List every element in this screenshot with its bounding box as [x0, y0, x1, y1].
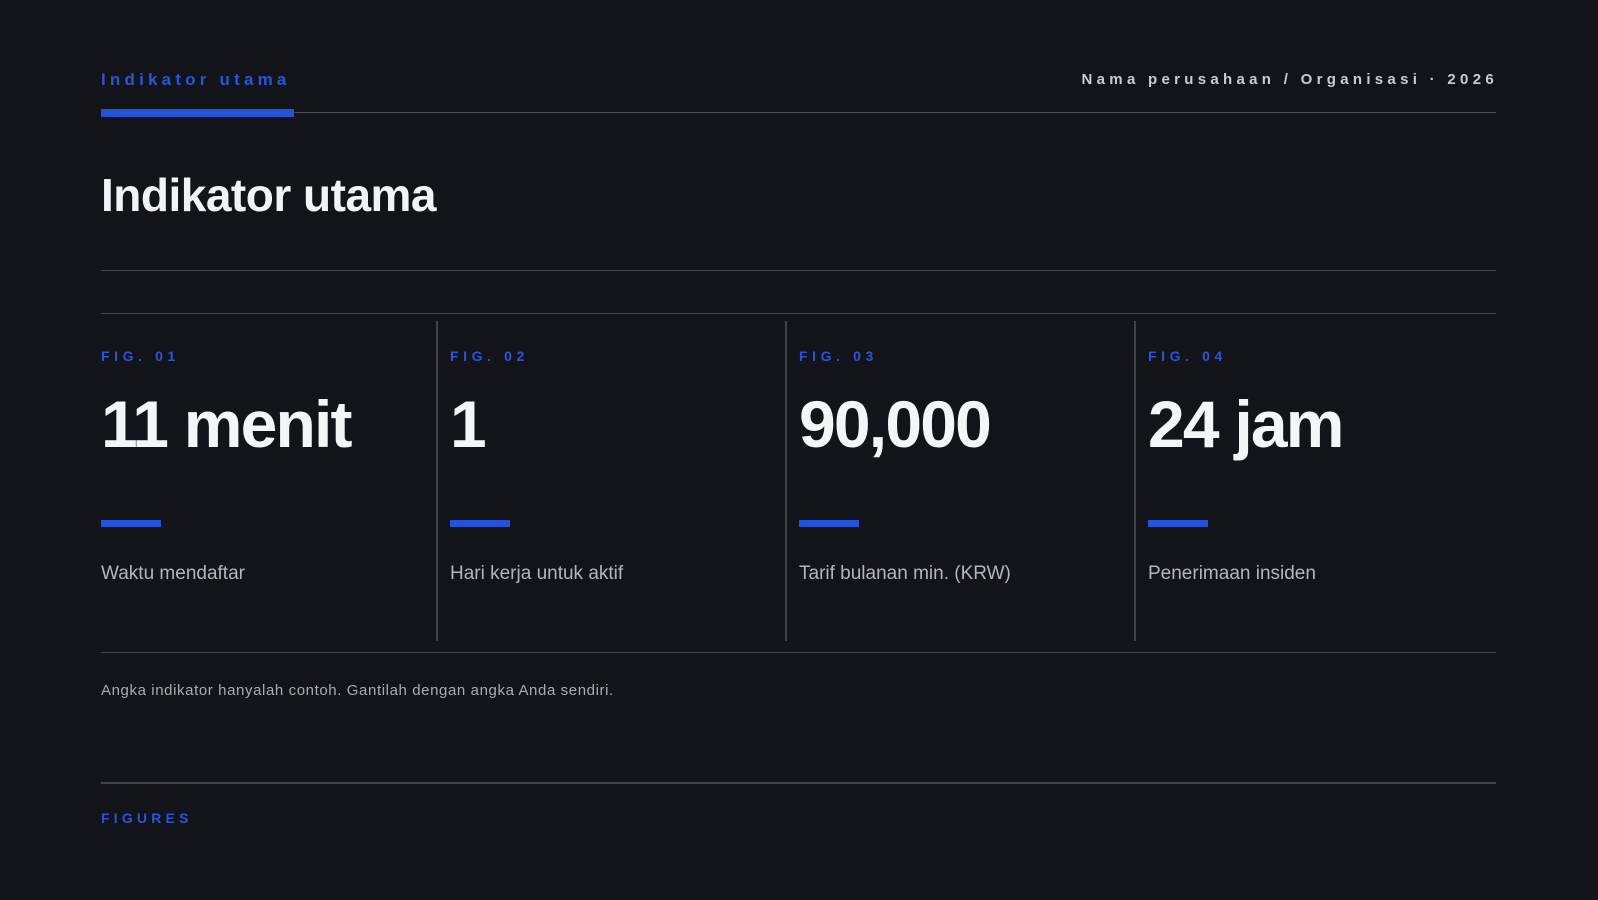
metric-label: Hari kerja untuk aktif: [450, 563, 624, 584]
metric-label: Tarif bulanan min. (KRW): [799, 563, 1011, 584]
metric-value: 24 jam: [1148, 387, 1344, 461]
metric-fig-label: FIG. 03: [799, 348, 878, 364]
header-accent-bar: [101, 109, 294, 117]
metric-card: FIG. 03 90,000 Tarif bulanan min. (KRW): [785, 321, 1134, 641]
metric-label: Waktu mendaftar: [101, 563, 245, 584]
metric-label: Penerimaan insiden: [1148, 563, 1316, 584]
metric-card: FIG. 02 1 Hari kerja untuk aktif: [436, 321, 785, 641]
metric-fig-label: FIG. 02: [450, 348, 529, 364]
header-kicker: Indikator utama: [101, 70, 291, 89]
metric-value: 11 menit: [101, 387, 353, 461]
header-organization: Nama perusahaan / Organisasi · 2026: [1081, 71, 1498, 88]
metrics-grid: FIG. 01 11 menit Waktu mendaftar FIG. 02…: [101, 321, 1496, 641]
footer-section-label: FIGURES: [101, 810, 193, 826]
footnote: Angka indikator hanyalah contoh. Gantila…: [101, 682, 614, 699]
footer-divider: [101, 782, 1496, 784]
metrics-top-divider: [101, 313, 1496, 314]
metric-card: FIG. 01 11 menit Waktu mendaftar: [101, 321, 436, 641]
metric-card: FIG. 04 24 jam Penerimaan insiden: [1134, 321, 1496, 641]
metric-value: 1: [450, 387, 487, 461]
metrics-bottom-divider: [101, 652, 1496, 653]
metric-fig-label: FIG. 04: [1148, 348, 1227, 364]
metric-accent-bar: [450, 520, 510, 527]
metric-accent-bar: [799, 520, 859, 527]
metric-accent-bar: [1148, 520, 1208, 527]
title-divider: [101, 270, 1496, 271]
page-title: Indikator utama: [101, 169, 437, 221]
metric-value: 90,000: [799, 387, 992, 461]
metric-accent-bar: [101, 520, 161, 527]
metric-fig-label: FIG. 01: [101, 348, 180, 364]
header-divider: [101, 112, 1496, 113]
